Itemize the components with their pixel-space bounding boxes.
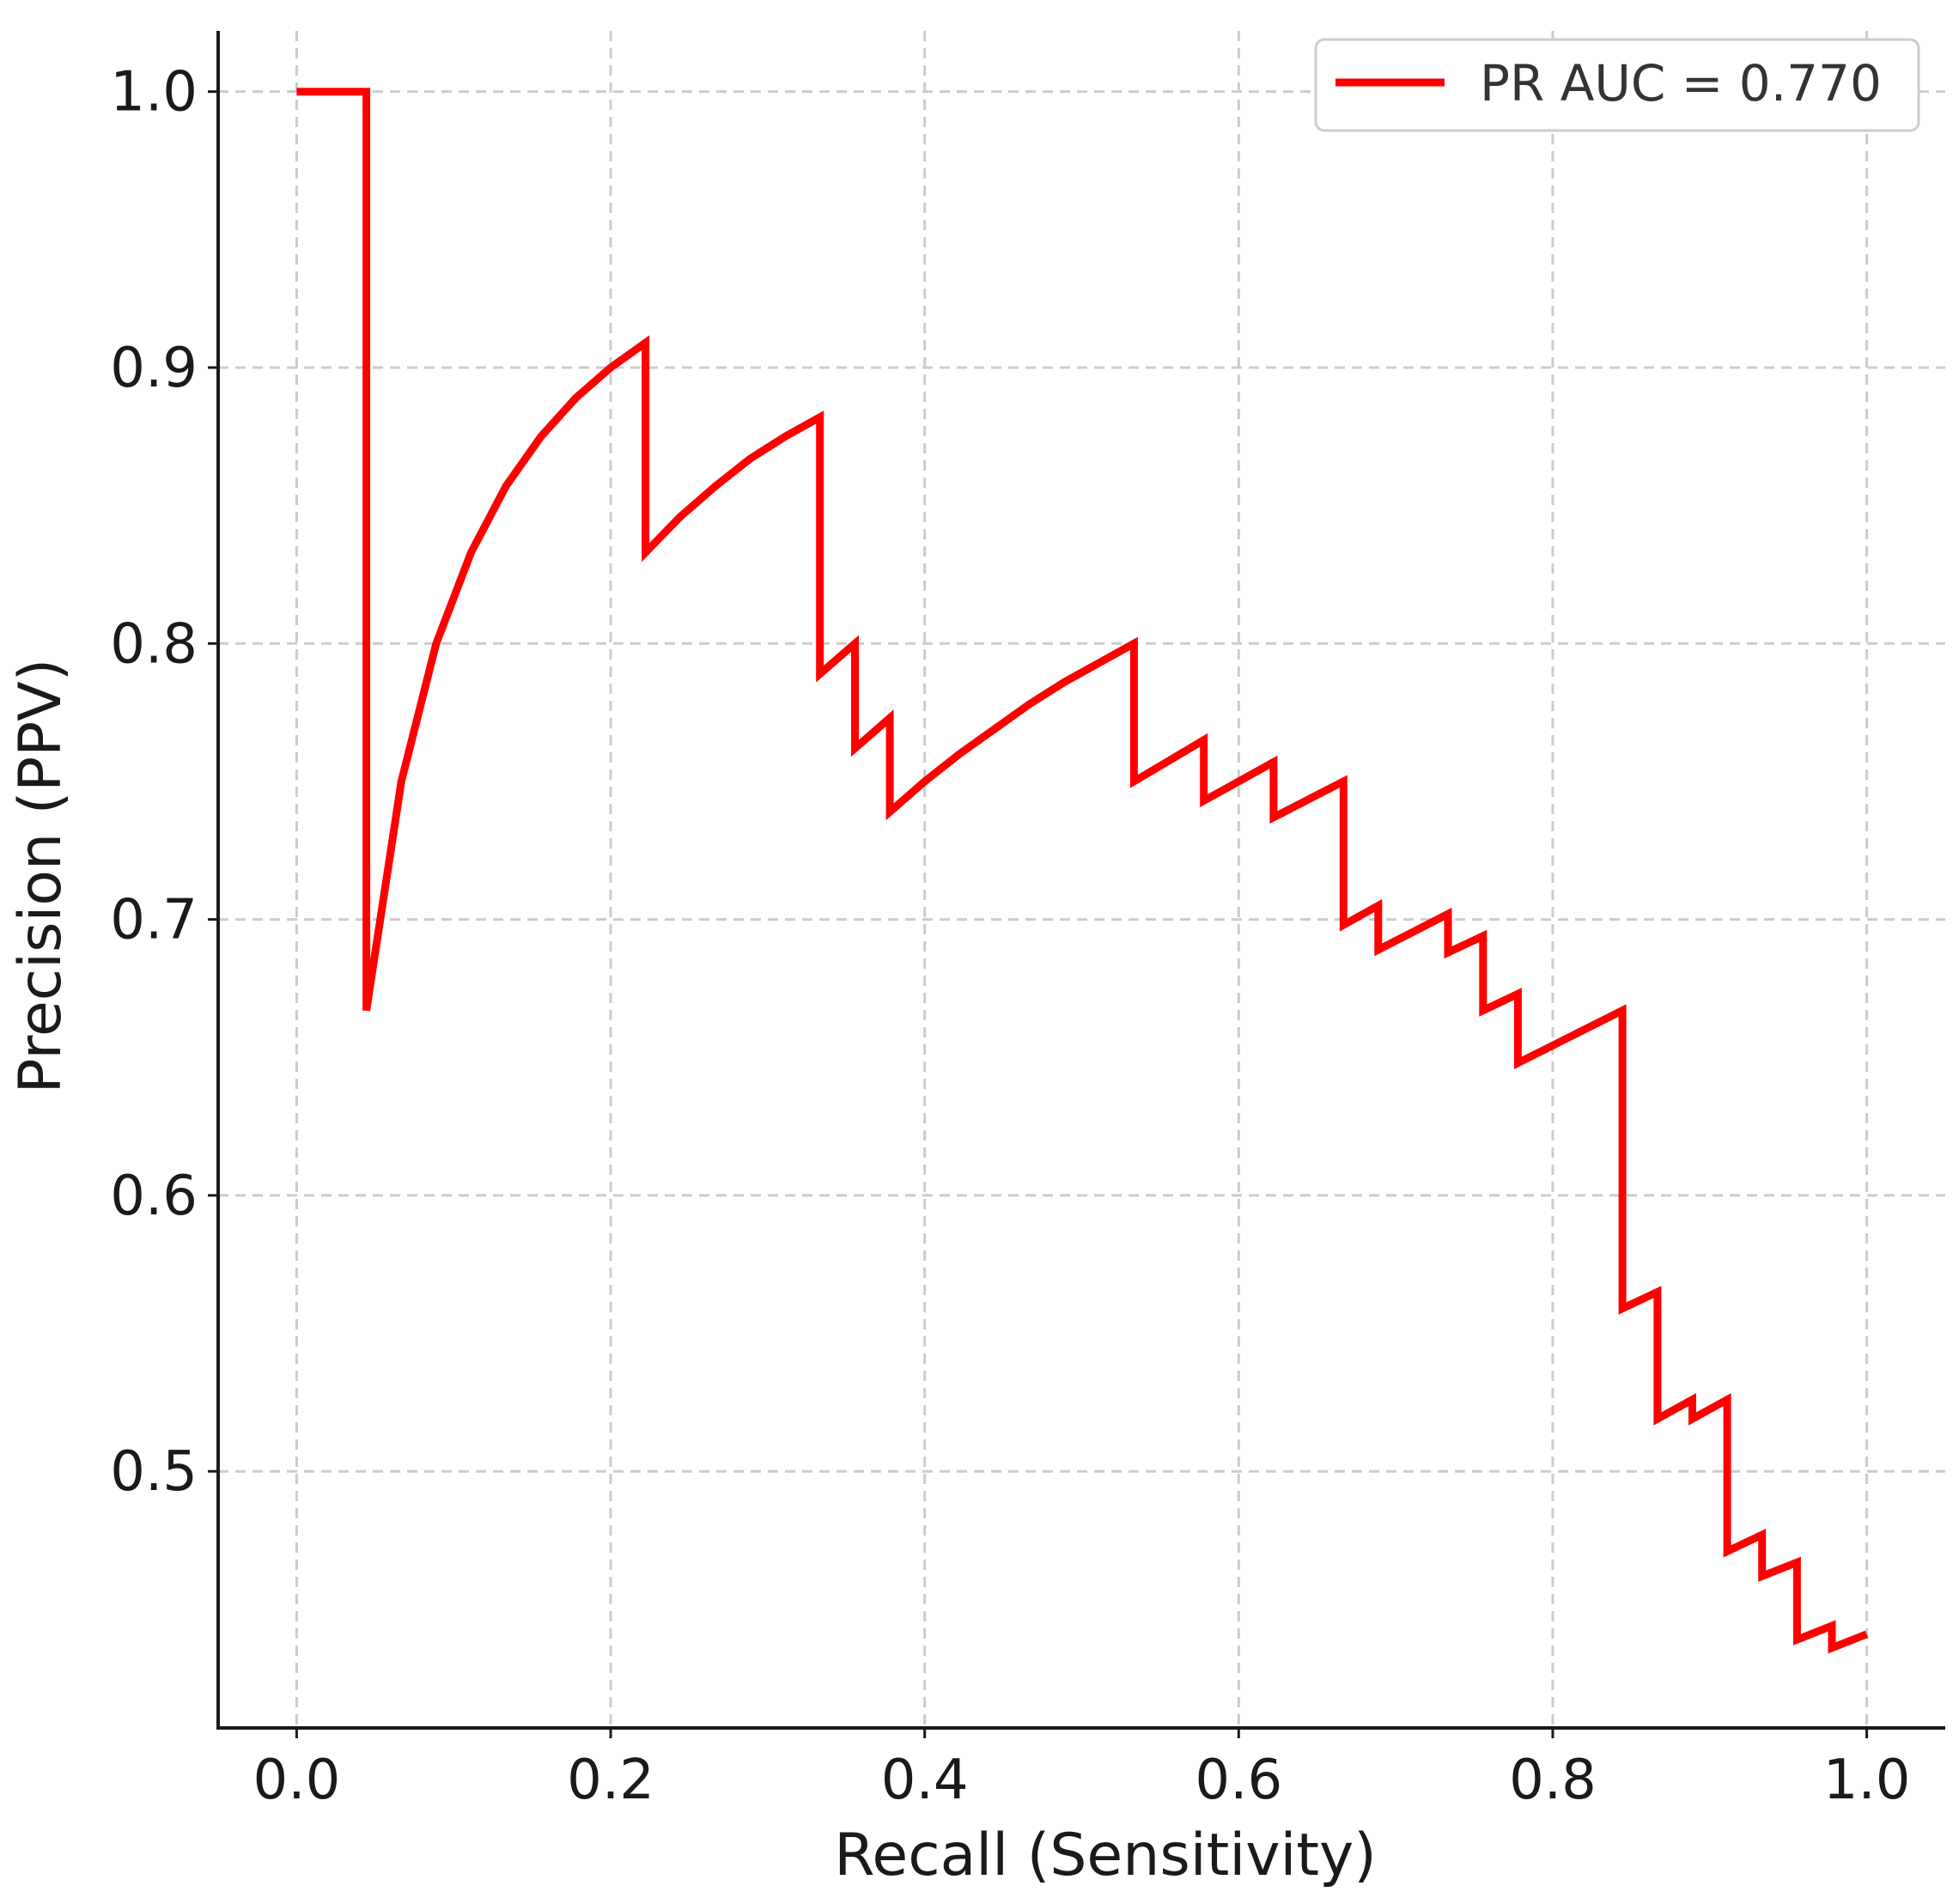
x-tick-label: 0.0 [253, 1749, 341, 1812]
y-tick-label: 1.0 [110, 61, 198, 125]
x-axis-label: Recall (Sensitivity) [834, 1822, 1377, 1889]
x-tick-label: 1.0 [1823, 1749, 1911, 1812]
y-tick-label: 0.7 [110, 889, 198, 952]
y-tick-label: 0.5 [110, 1440, 198, 1504]
y-tick-label: 0.6 [110, 1165, 198, 1228]
pr-curve-line [296, 88, 1869, 1654]
legend-box [1314, 38, 1920, 132]
y-tick-label: 0.8 [110, 612, 198, 676]
x-tick-label: 0.6 [1195, 1749, 1282, 1812]
x-tick-label: 0.2 [567, 1749, 654, 1812]
series-layer [296, 88, 1869, 1654]
x-ticks: 0.0 0.2 0.4 0.6 0.8 1.0 [253, 1728, 1911, 1812]
x-tick-label: 0.4 [881, 1749, 969, 1812]
y-axis-label: Precision (PPV) [7, 659, 75, 1094]
grid-lines [218, 31, 1945, 1728]
y-ticks: 0.5 0.6 0.7 0.8 0.9 1.0 [110, 61, 218, 1504]
y-tick-label: 0.9 [110, 337, 198, 400]
legend: PR AUC = 0.770 [1314, 38, 1920, 132]
x-tick-label: 0.8 [1509, 1749, 1597, 1812]
axes [216, 31, 1945, 1730]
legend-label: PR AUC = 0.770 [1480, 54, 1882, 113]
